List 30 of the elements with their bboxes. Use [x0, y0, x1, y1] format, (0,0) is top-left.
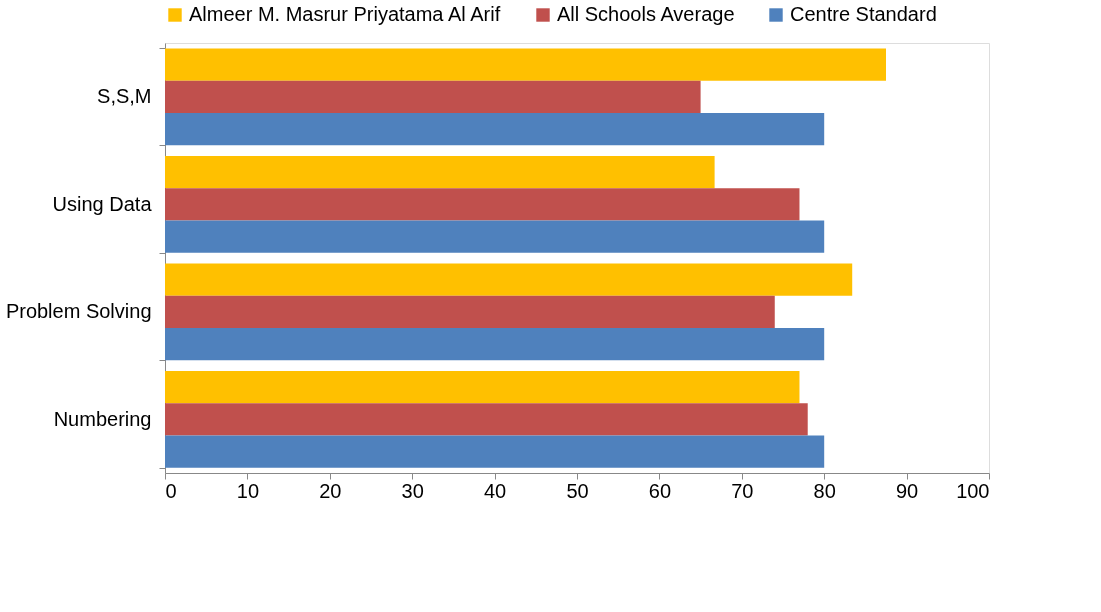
bar	[165, 112, 825, 146]
x-tick-label: 40	[483, 479, 507, 502]
legend-label: Centre Standard	[790, 3, 937, 25]
x-tick-label: 10	[236, 479, 260, 502]
bar	[165, 435, 825, 468]
bar	[165, 295, 775, 328]
bar	[165, 80, 701, 113]
y-tick-label: S,S,M	[97, 85, 152, 108]
legend-label: Almeer M. Masrur Priyatama Al Arif	[189, 3, 501, 25]
x-tick-label: 100	[956, 479, 990, 502]
x-tick-label: 20	[319, 479, 342, 502]
bar	[165, 403, 808, 436]
bar	[165, 327, 825, 361]
bar	[165, 370, 800, 404]
x-tick-label: 30	[401, 479, 424, 502]
x-tick-label: 90	[895, 479, 919, 502]
bar	[165, 155, 715, 189]
bar	[165, 48, 886, 81]
x-tick-label: 50	[566, 479, 589, 502]
x-tick-label: 0	[165, 479, 177, 502]
y-tick-label: Using Data	[52, 192, 153, 215]
y-tick-label: Numbering	[53, 407, 152, 430]
x-tick-label: 60	[648, 479, 672, 502]
bar	[165, 220, 825, 253]
bar	[165, 263, 853, 296]
y-tick-label: Problem Solving	[5, 300, 152, 323]
legend-label: All Schools Average	[557, 3, 735, 25]
x-tick-label: 80	[813, 479, 836, 502]
bar	[165, 188, 800, 221]
x-tick-label: 70	[731, 479, 754, 502]
